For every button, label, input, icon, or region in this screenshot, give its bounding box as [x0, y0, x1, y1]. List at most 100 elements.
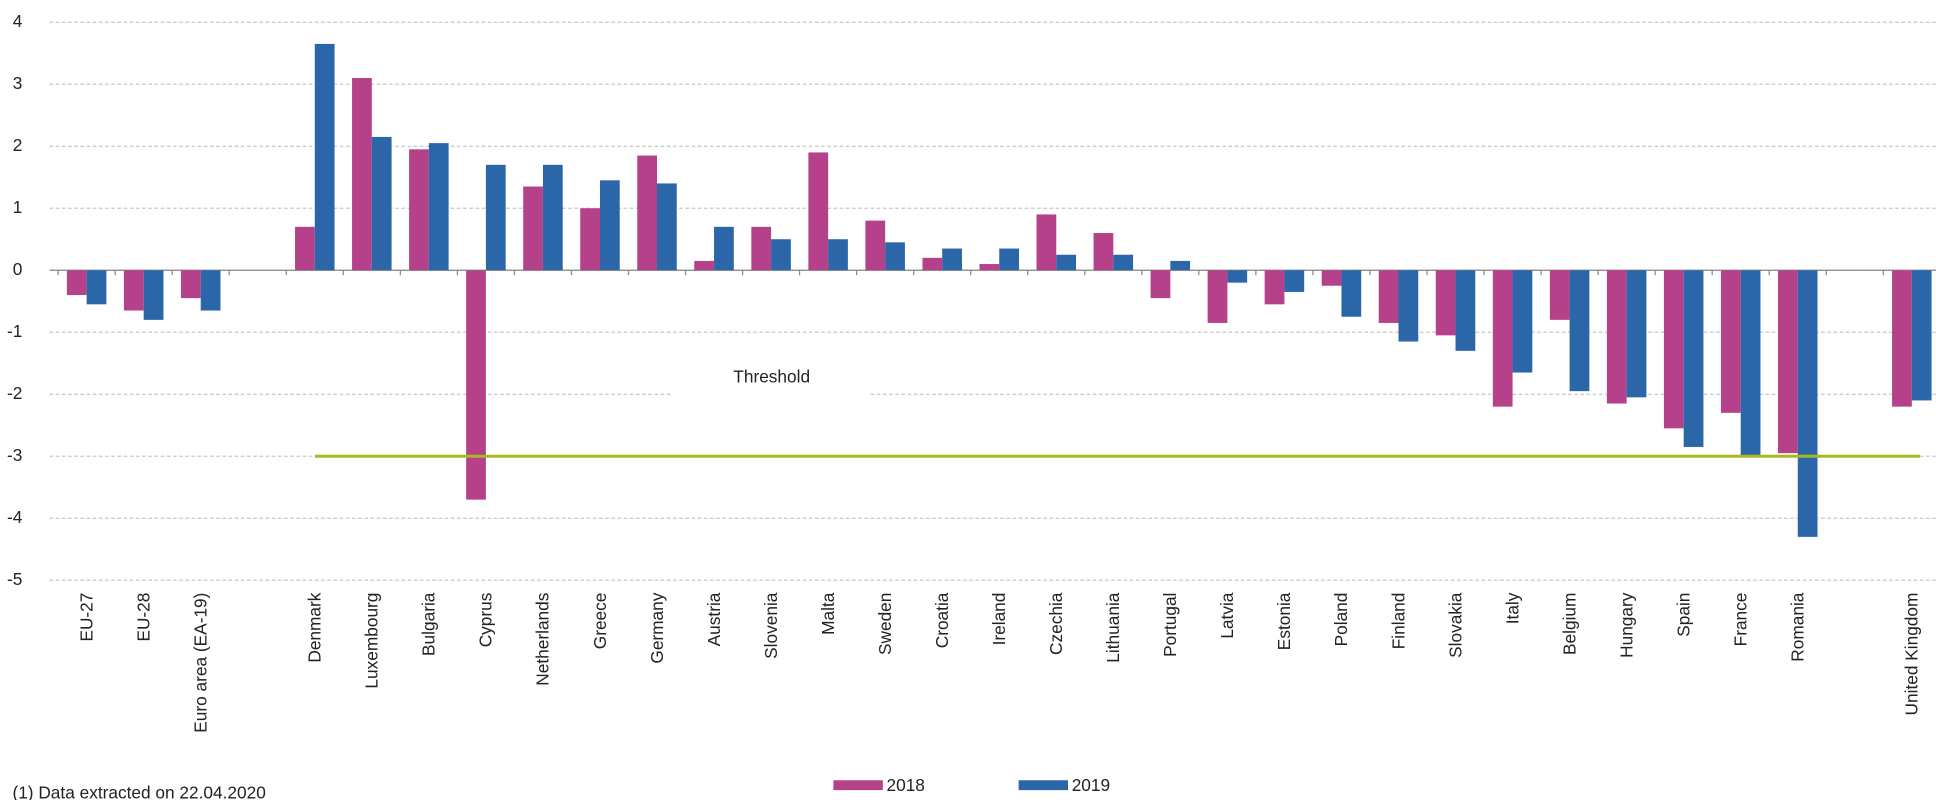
x-tick-label: Romania: [1788, 592, 1808, 661]
bar: [1778, 270, 1798, 454]
y-tick-label: -5: [7, 569, 22, 589]
y-tick-label: -3: [7, 445, 22, 465]
x-tick-label: Slovenia: [761, 592, 781, 659]
bar: [1455, 270, 1476, 351]
bar: [466, 270, 486, 500]
threshold-label: Threshold: [733, 366, 810, 386]
bar: [885, 242, 905, 271]
bar: [657, 183, 677, 271]
bar: [808, 152, 829, 271]
x-tick-label: Lithuania: [1103, 592, 1123, 662]
y-tick-label: 2: [13, 135, 23, 155]
bar: [580, 208, 600, 271]
bar: [999, 248, 1019, 271]
y-tick-label: -4: [7, 507, 23, 527]
bar: [123, 270, 144, 311]
bar: [523, 186, 543, 271]
legend-label: 2019: [1072, 775, 1110, 795]
x-tick-label: Slovakia: [1445, 592, 1465, 658]
bar: [485, 164, 506, 271]
footnote: (1) Data extracted on 22.04.2020: [12, 782, 265, 800]
x-tick-label: Poland: [1331, 593, 1351, 647]
x-tick-label: Luxembourg: [362, 593, 382, 689]
bar: [295, 226, 315, 271]
bar: [1056, 254, 1077, 271]
x-tick-label: Portugal: [1160, 593, 1180, 657]
bar: [1683, 270, 1704, 447]
bar: [1911, 270, 1932, 401]
bar: [371, 136, 392, 271]
x-tick-label: Austria: [704, 592, 724, 646]
bar: [409, 149, 429, 271]
bar: [1740, 270, 1761, 457]
bar: [1264, 270, 1285, 305]
bar: [1549, 270, 1570, 320]
bar: [1284, 270, 1305, 292]
bar: [1321, 270, 1342, 286]
x-tick-label: Finland: [1388, 593, 1408, 650]
bar: [751, 226, 772, 271]
bar: [979, 264, 1000, 271]
x-tick-label: EU-27: [76, 593, 96, 642]
x-tick-label: Croatia: [932, 592, 952, 648]
bar: [1626, 270, 1647, 398]
x-tick-label: Cyprus: [476, 592, 496, 647]
x-tick-label: Greece: [590, 593, 610, 650]
bar: [314, 43, 335, 271]
bar: [143, 270, 164, 320]
bar: [922, 257, 943, 271]
legend-swatch: [833, 780, 883, 791]
y-tick-label: 1: [13, 197, 23, 217]
y-tick-label: 4: [13, 11, 23, 31]
x-tick-label: Hungary: [1616, 592, 1636, 658]
bar: [1569, 270, 1590, 392]
x-tick-label: Latvia: [1217, 592, 1237, 638]
bar: [771, 239, 791, 271]
threshold-label-bg: [672, 360, 871, 396]
bar: [180, 270, 201, 299]
bar: [200, 270, 221, 311]
bar: [1398, 270, 1419, 342]
x-tick-label: Malta: [818, 592, 838, 635]
y-tick-label: 0: [13, 259, 23, 279]
bar: [1113, 254, 1134, 271]
x-tick-label: Germany: [647, 592, 667, 663]
bar: [1663, 270, 1684, 429]
bar: [1378, 270, 1399, 323]
legend-label: 2018: [887, 775, 925, 795]
x-tick-label: EU-28: [133, 593, 153, 642]
x-tick-label: Euro area (EA-19): [191, 593, 211, 733]
bar: [1036, 214, 1057, 271]
bar: [1606, 270, 1627, 404]
bar: [1435, 270, 1456, 336]
bar: [694, 260, 715, 271]
bar: [637, 155, 658, 271]
y-tick-label: -2: [7, 383, 22, 403]
x-tick-label: Sweden: [875, 593, 895, 655]
legend-swatch: [1018, 780, 1068, 791]
bar: [714, 226, 734, 271]
bar: [1720, 270, 1741, 413]
x-tick-label: Denmark: [305, 592, 325, 662]
x-tick-label: Czechia: [1046, 592, 1066, 655]
bar: [1341, 270, 1362, 317]
bar: [86, 270, 107, 305]
bar: [865, 220, 886, 271]
x-tick-label: Ireland: [989, 593, 1009, 646]
bar: [66, 270, 87, 296]
y-tick-label: -1: [7, 321, 22, 341]
x-tick-label: France: [1731, 593, 1751, 647]
y-tick-label: 3: [13, 73, 23, 93]
x-tick-label: United Kingdom: [1902, 593, 1922, 716]
bar: [1512, 270, 1533, 373]
bar: [942, 248, 962, 271]
bar: [1797, 270, 1818, 537]
bar: [1492, 270, 1513, 407]
bar: [542, 164, 563, 271]
bar: [1170, 260, 1191, 271]
x-tick-label: Spain: [1673, 593, 1693, 637]
x-tick-label: Bulgaria: [419, 592, 439, 656]
bar: [599, 180, 620, 271]
